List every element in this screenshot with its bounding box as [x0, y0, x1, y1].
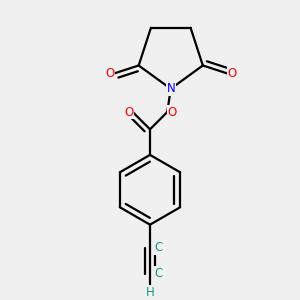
Text: O: O	[227, 67, 236, 80]
Text: C: C	[154, 267, 162, 280]
Text: O: O	[167, 106, 176, 118]
Text: N: N	[167, 82, 175, 95]
Text: O: O	[124, 106, 134, 118]
Text: O: O	[105, 67, 114, 80]
Text: H: H	[146, 286, 154, 298]
Text: C: C	[154, 242, 162, 254]
